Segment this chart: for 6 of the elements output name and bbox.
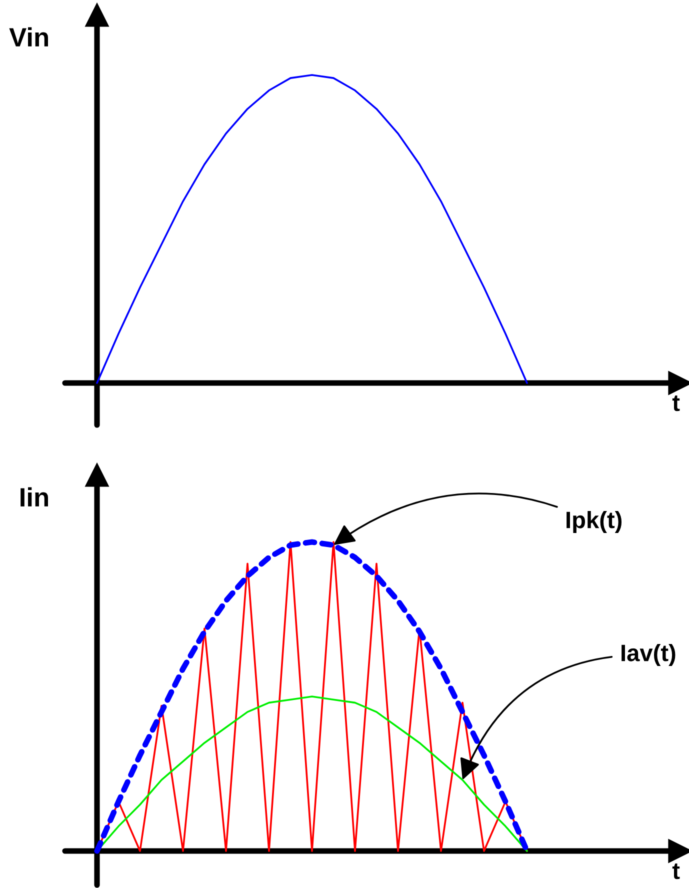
y-axis-title: Iin xyxy=(20,487,48,506)
text: Ipk(t) xyxy=(566,510,622,534)
y-axis-title: Vin xyxy=(9,27,48,46)
x-axis-title: t xyxy=(672,864,680,880)
x-axis-title: t xyxy=(672,395,680,412)
text: Iav(t) xyxy=(622,644,676,666)
